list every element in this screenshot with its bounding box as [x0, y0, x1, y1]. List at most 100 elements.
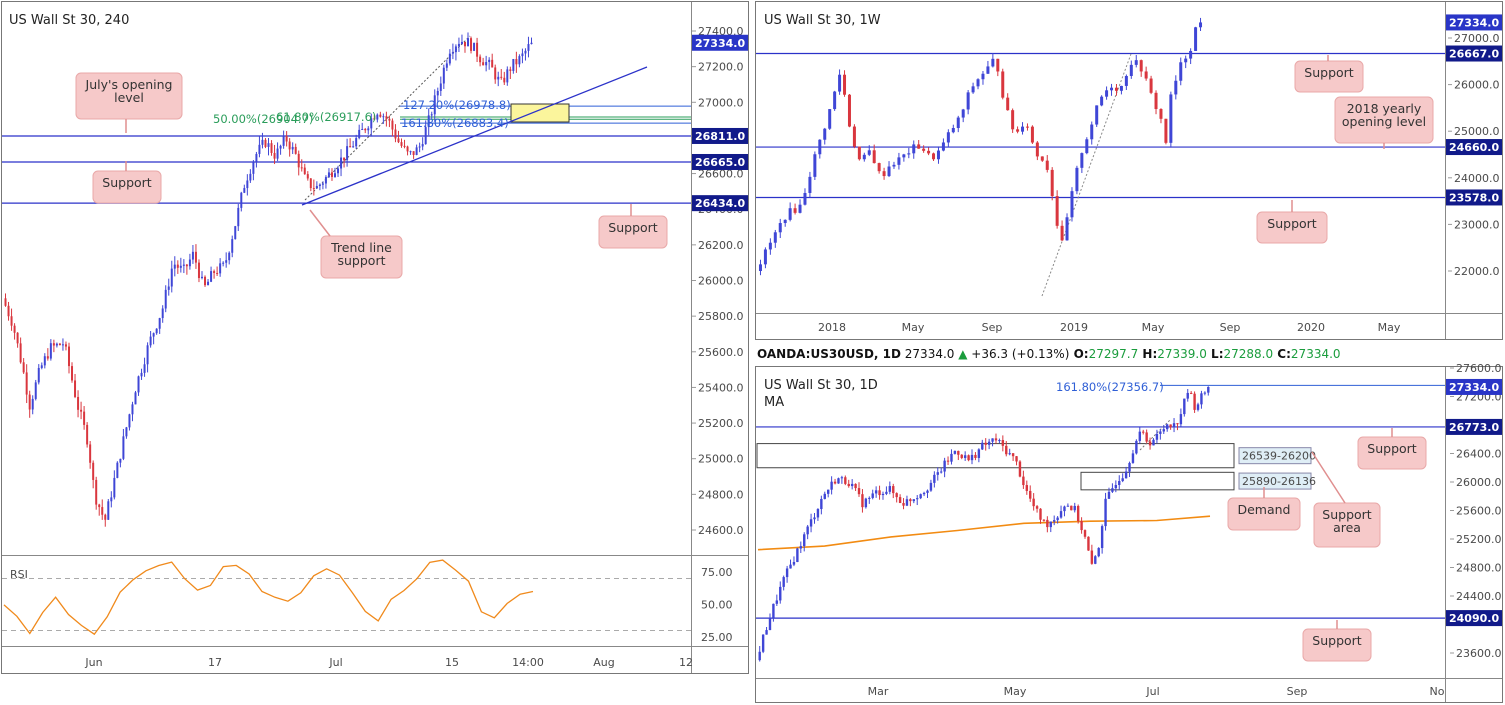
daily-candle: [1090, 544, 1094, 565]
h4-candle: [436, 87, 439, 103]
candle-body: [146, 345, 149, 365]
daily-candle: [1200, 390, 1203, 409]
daily-candle: [950, 449, 953, 465]
h4-candle: [231, 235, 234, 258]
daily-candle: [874, 486, 878, 498]
weekly-candle: [1179, 57, 1183, 86]
h4-candle: [213, 269, 216, 279]
candle-body: [10, 316, 13, 326]
candle-body: [276, 148, 279, 159]
h4-candle: [37, 364, 40, 385]
candle-body: [340, 157, 343, 169]
h4-candle: [86, 422, 89, 448]
candle-body: [451, 52, 454, 54]
h4-candle: [282, 130, 285, 149]
candle-body: [1016, 129, 1020, 132]
callout-text: level: [114, 90, 144, 105]
candle-body: [912, 144, 916, 154]
daily-zone-label: 25890-26136: [1242, 475, 1316, 488]
daily-candle: [1018, 460, 1022, 478]
h4-candle: [149, 331, 152, 348]
h4-candle: [119, 458, 122, 468]
candle-body: [1005, 445, 1008, 455]
candle-body: [1196, 404, 1200, 410]
h4-candle: [173, 256, 176, 277]
h4-candle: [28, 390, 31, 418]
candle-body: [1087, 536, 1090, 551]
candle-body: [941, 142, 945, 151]
candle-body: [961, 109, 965, 118]
ohlc-change: +36.3 (+0.13%): [967, 347, 1069, 361]
h4-candle: [439, 76, 442, 96]
h4-candle: [276, 142, 279, 162]
candle-body: [922, 148, 926, 151]
candle-body: [385, 116, 388, 119]
candle-body: [1164, 118, 1168, 143]
candle-body: [83, 411, 86, 425]
h4-candle: [25, 364, 28, 404]
candle-body: [862, 154, 866, 160]
daily-candle: [785, 565, 789, 583]
candle-body: [152, 333, 155, 337]
rsi-tick-label: 75.00: [701, 566, 733, 579]
candle-body: [149, 336, 152, 346]
weekly-candle: [833, 90, 837, 111]
weekly-candle: [991, 53, 995, 68]
daily-candle: [1186, 389, 1189, 402]
h4-candle: [243, 184, 246, 194]
h4-candle: [55, 342, 58, 348]
price-badge-label: 27334.0: [1449, 381, 1499, 394]
candle-body: [7, 305, 10, 317]
h4-candle: [400, 138, 403, 148]
candle-body: [476, 42, 479, 57]
daily-candle: [926, 489, 929, 498]
candle-body: [197, 262, 200, 279]
candle-body: [1174, 80, 1178, 95]
daily-candle: [1029, 485, 1032, 502]
candle-body: [974, 454, 977, 458]
daily-candle: [1080, 517, 1083, 534]
weekly-candle: [758, 259, 762, 276]
candle-body: [46, 356, 49, 359]
candle-body: [772, 603, 775, 618]
candle-body: [803, 534, 806, 547]
candle-body: [240, 192, 243, 208]
candle-body: [1104, 498, 1107, 527]
candle-body: [55, 343, 58, 346]
candle-body: [1046, 519, 1049, 528]
candle-body: [518, 56, 521, 65]
weekly-candle: [946, 129, 950, 148]
candle-body: [1134, 60, 1138, 65]
daily-candle: [974, 452, 977, 461]
weekly-chart-title: US Wall St 30, 1W: [764, 13, 881, 28]
candle-body: [1065, 217, 1069, 241]
candle-body: [916, 498, 919, 500]
h4-candle: [473, 42, 476, 52]
candle-body: [1011, 453, 1015, 457]
h4-candle: [101, 499, 104, 520]
h4-candle: [288, 138, 291, 157]
candle-body: [953, 450, 957, 454]
h4-candle: [83, 406, 86, 430]
candle-body: [1055, 196, 1059, 226]
h4-candle: [397, 130, 400, 144]
candle-body: [442, 67, 445, 84]
h4-candle: [219, 258, 222, 277]
h4-candle: [327, 168, 330, 178]
daily-candle: [1155, 429, 1159, 444]
h4-candle: [454, 44, 457, 61]
daily-candle: [1066, 503, 1070, 507]
h4-candle: [182, 259, 185, 274]
daily-zone-box: [756, 443, 1235, 469]
h4-candle: [294, 143, 297, 155]
candle-body: [415, 147, 418, 155]
candle-body: [122, 436, 125, 459]
candle-body: [905, 499, 909, 506]
candle-body: [225, 260, 228, 263]
weekly-candle: [976, 78, 980, 90]
h4-candle: [204, 275, 207, 287]
weekly-candle: [763, 247, 767, 269]
candle-body: [874, 490, 878, 494]
y-tick-label: 26200.0: [698, 239, 744, 252]
price-badge: [1446, 378, 1502, 395]
